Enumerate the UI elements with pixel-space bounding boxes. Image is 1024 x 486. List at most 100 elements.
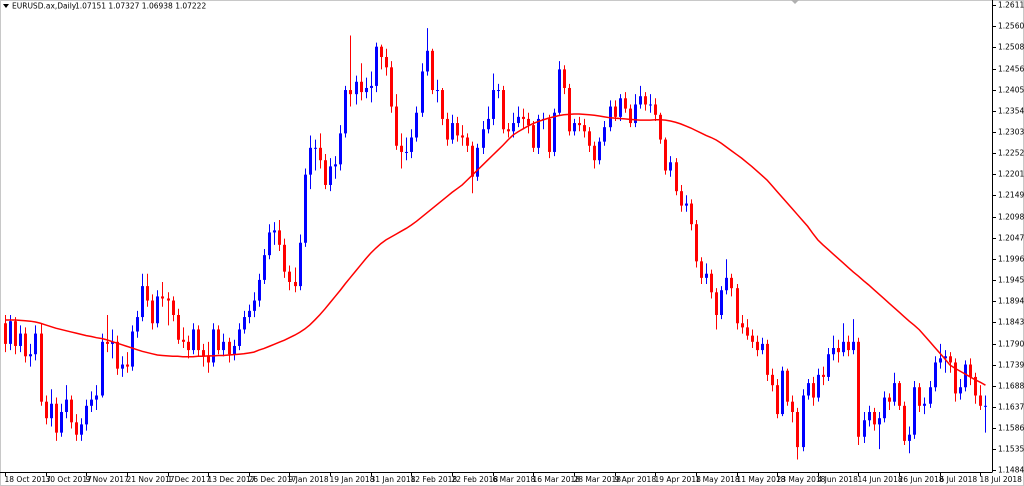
candle-body — [50, 403, 53, 419]
candle-body — [898, 383, 901, 406]
candle-body — [548, 118, 551, 152]
candle-body — [908, 434, 911, 441]
candle-body — [954, 362, 957, 394]
candle-body — [141, 286, 144, 318]
candle-body — [80, 424, 83, 435]
y-tick-label: 1.25085 — [998, 43, 1024, 52]
candle-body — [482, 129, 485, 148]
candle-body — [517, 116, 520, 124]
candle-body — [614, 106, 617, 117]
candle-body — [167, 298, 170, 301]
candle-body — [309, 147, 312, 175]
candle-body — [984, 405, 987, 407]
candle-body — [243, 317, 246, 330]
x-tick-label: 19 Apr 2018 — [655, 475, 702, 484]
x-tick-label: 21 Nov 2017 — [127, 475, 175, 484]
x-tick-label: 22 Feb 2018 — [452, 475, 499, 484]
scroll-marker[interactable] — [791, 0, 799, 4]
candle-body — [131, 331, 134, 367]
candle-body — [75, 422, 78, 435]
candle-body — [664, 139, 667, 171]
candle-body — [4, 323, 7, 344]
candle-body — [324, 160, 327, 185]
x-tick-label: 31 Jan 2018 — [371, 475, 416, 484]
candle-body — [979, 395, 982, 406]
x-tick-label: 6 Jul 2018 — [940, 475, 978, 484]
y-tick-label: 1.17395 — [998, 361, 1024, 370]
candle-body — [847, 341, 850, 351]
x-tick-label: 23 May 2018 — [777, 475, 826, 484]
candle-body — [29, 354, 32, 357]
candle-body — [929, 387, 932, 404]
candle-body — [95, 395, 98, 400]
candle-body — [964, 364, 967, 388]
candle-body — [314, 147, 317, 149]
price-info: 1.07151 1.07327 1.06938 1.07222 — [75, 2, 206, 11]
candle-body — [857, 341, 860, 437]
candle-body — [974, 376, 977, 396]
candle-body — [9, 321, 12, 344]
candle-body — [934, 362, 937, 388]
candle-body — [136, 317, 139, 332]
candle-body — [527, 118, 530, 126]
x-tick-label: 16 Mar 2018 — [533, 475, 581, 484]
x-tick-label: 12 Feb 2018 — [411, 475, 458, 484]
candle-body — [268, 232, 271, 256]
candle-body — [121, 364, 124, 369]
candle-body — [852, 341, 855, 351]
candle-body — [522, 116, 525, 119]
y-tick-label: 1.24565 — [998, 65, 1024, 74]
candle-body — [553, 112, 556, 152]
candle-body — [725, 277, 728, 291]
menu-arrow[interactable] — [3, 4, 9, 8]
candle-body — [192, 329, 195, 351]
x-tick-label: 30 Oct 2017 — [46, 475, 93, 484]
candle-body — [705, 273, 708, 278]
candle-body — [476, 147, 479, 177]
y-tick-label: 1.26110 — [998, 1, 1024, 10]
candle-body — [634, 104, 637, 124]
candle-body — [532, 125, 535, 148]
candle-body — [497, 90, 500, 92]
candle-body — [197, 329, 200, 351]
candle-body — [593, 145, 596, 161]
candle-body — [842, 341, 845, 353]
candle-body — [400, 145, 403, 152]
candle-body — [766, 343, 769, 375]
candle-body — [751, 335, 754, 342]
candle-body — [390, 67, 393, 107]
candle-body — [812, 383, 815, 398]
candle-body — [126, 364, 129, 367]
candle-body — [776, 385, 779, 415]
candle-body — [669, 162, 672, 171]
candle-body — [380, 46, 383, 58]
candle-body — [949, 356, 952, 363]
candle-body — [675, 162, 678, 192]
candle-body — [791, 401, 794, 413]
candle-body — [217, 329, 220, 351]
candle-body — [278, 230, 281, 245]
x-tick-label: 4 Jun 2018 — [818, 475, 859, 484]
candle-body — [710, 273, 713, 293]
candle-body — [466, 137, 469, 146]
candle-body — [736, 288, 739, 324]
candle-body — [741, 323, 744, 328]
candle-body — [304, 174, 307, 243]
candle-body — [355, 81, 358, 95]
candle-body — [410, 137, 413, 152]
candle-body — [106, 341, 109, 344]
candle-body — [629, 108, 632, 124]
x-tick-label: 19 Jan 2018 — [330, 475, 375, 484]
candle-body — [771, 374, 774, 386]
candle-body — [238, 329, 241, 346]
candle-body — [273, 230, 276, 233]
candle-body — [385, 57, 388, 68]
candle-body — [720, 290, 723, 315]
candle-body — [441, 90, 444, 119]
candle-body — [101, 341, 104, 396]
candle-body — [959, 387, 962, 394]
candle-body — [537, 118, 540, 148]
candle-body — [258, 279, 261, 301]
candle-body — [248, 310, 251, 318]
